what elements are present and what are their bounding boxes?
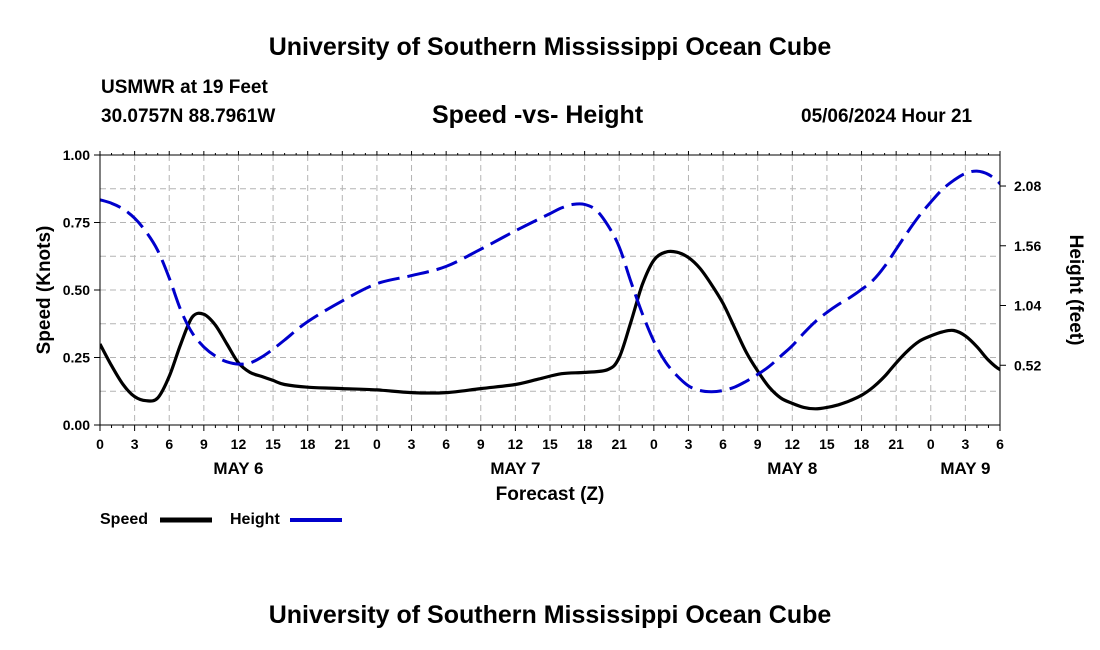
station-label: USMWR at 19 Feet — [101, 77, 268, 98]
x-tick-label: 12 — [231, 436, 247, 452]
forecast-date: 05/06/2024 Hour 21 — [801, 106, 973, 127]
speed-series-line — [100, 249, 1000, 411]
y-tick-label: 0.25 — [63, 350, 90, 366]
legend-speed-label: Speed — [100, 511, 148, 528]
x-tick-label: 12 — [785, 436, 801, 452]
y2-tick-label: 1.56 — [1014, 238, 1041, 254]
legend-height-label: Height — [230, 511, 280, 528]
x-tick-label: 0 — [650, 436, 658, 452]
y-tick-label: 1.00 — [63, 147, 90, 163]
y-axis-label: Speed (Knots) — [34, 226, 55, 355]
x-tick-label: 3 — [131, 436, 139, 452]
x-tick-label: 9 — [477, 436, 485, 452]
x-tick-label: 3 — [961, 436, 969, 452]
x-tick-label: 18 — [577, 436, 593, 452]
x-tick-label: 0 — [373, 436, 381, 452]
x-tick-label: 3 — [408, 436, 416, 452]
page-title: University of Southern Mississippi Ocean… — [268, 33, 832, 61]
x-tick-label: 15 — [819, 436, 835, 452]
x-tick-label: 21 — [611, 436, 627, 452]
y-tick-label: 0.00 — [63, 417, 90, 433]
y2-axis-label: Height (feet) — [1065, 235, 1086, 346]
y2-tick-label: 0.52 — [1014, 357, 1041, 373]
x-tick-label: 12 — [508, 436, 524, 452]
x-tick-label: 6 — [165, 436, 173, 452]
x-tick-label: 0 — [96, 436, 104, 452]
y-tick-label: 0.50 — [63, 282, 90, 298]
x-tick-label: 6 — [719, 436, 727, 452]
y-tick-label: 0.75 — [63, 215, 90, 231]
x-tick-label: 21 — [335, 436, 351, 452]
grid — [100, 155, 1000, 425]
footer-title: University of Southern Mississippi Ocean… — [268, 601, 832, 629]
x-tick-label: 15 — [265, 436, 281, 452]
y2-tick-label: 2.08 — [1014, 178, 1041, 194]
y2-tick-label: 1.04 — [1014, 298, 1041, 314]
x-tick-label: 15 — [542, 436, 558, 452]
height-series-line — [100, 169, 1000, 394]
x-tick-label: 18 — [854, 436, 870, 452]
chart-subtitle: Speed -vs- Height — [432, 101, 644, 129]
x-tick-label: 6 — [442, 436, 450, 452]
x-axis-label: Forecast (Z) — [496, 484, 605, 505]
date-label: MAY 7 — [490, 459, 540, 478]
x-tick-label: 9 — [200, 436, 208, 452]
date-label: MAY 9 — [940, 459, 990, 478]
date-label: MAY 8 — [767, 459, 817, 478]
axes: 0 3 6 9 12 15 18 21 0 3 6 9 12 15 18 21 0 3 6 9 12 15 18 21 0 3 6M… — [63, 147, 1042, 478]
x-tick-label: 0 — [927, 436, 935, 452]
x-tick-label: 3 — [685, 436, 693, 452]
station-location: 30.0757N 88.7961W — [101, 106, 276, 127]
x-tick-label: 18 — [300, 436, 316, 452]
legend: Speed Height — [100, 511, 342, 528]
x-tick-label: 9 — [754, 436, 762, 452]
x-tick-label: 21 — [888, 436, 904, 452]
series-layer — [100, 169, 1000, 411]
x-tick-label: 6 — [996, 436, 1004, 452]
date-label: MAY 6 — [213, 459, 263, 478]
